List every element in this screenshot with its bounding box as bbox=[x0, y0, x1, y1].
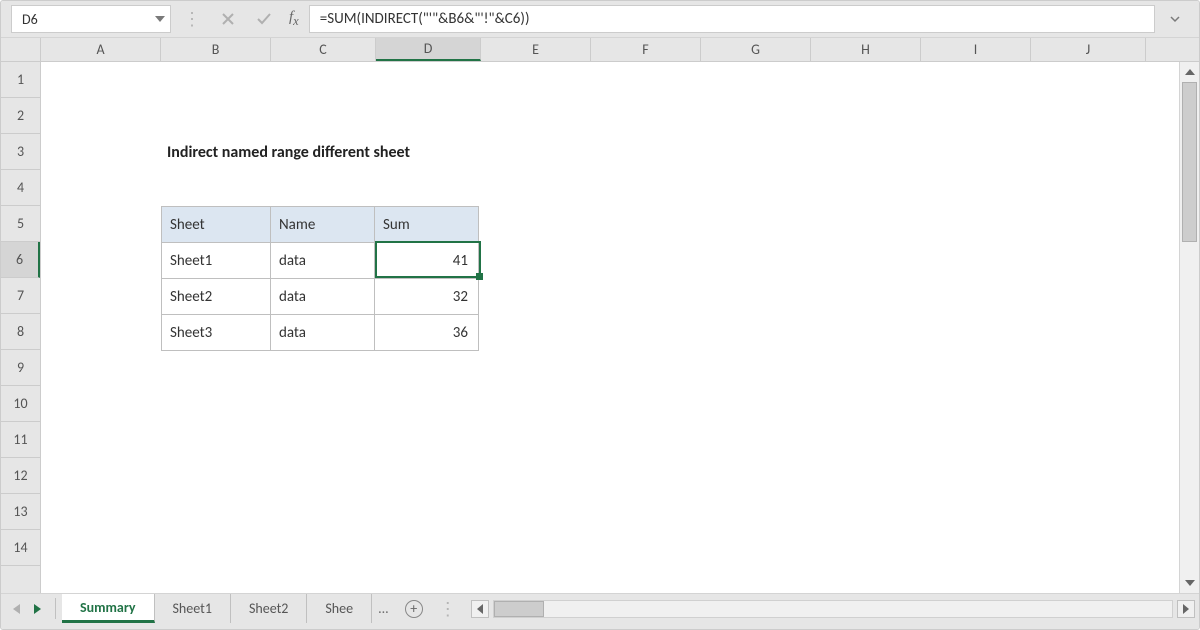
separator: ⋮ bbox=[433, 598, 463, 620]
column-headers: ABCDEFGHIJ bbox=[1, 38, 1199, 62]
column-header[interactable]: F bbox=[591, 38, 701, 61]
chevron-down-icon[interactable] bbox=[155, 16, 165, 22]
separator: ⋮ bbox=[177, 8, 207, 30]
row-header[interactable]: 3 bbox=[1, 134, 40, 170]
column-header[interactable]: D bbox=[376, 38, 481, 61]
hscroll-track[interactable] bbox=[493, 600, 1173, 618]
vertical-scrollbar[interactable] bbox=[1179, 62, 1199, 593]
sheet-tab[interactable]: Shee bbox=[307, 594, 372, 623]
expand-formula-bar-button[interactable] bbox=[1161, 13, 1189, 25]
scroll-left-button[interactable] bbox=[471, 600, 489, 618]
row-header[interactable]: 10 bbox=[1, 386, 40, 422]
table-cell[interactable]: 36 bbox=[375, 315, 479, 351]
scroll-down-button[interactable] bbox=[1180, 573, 1199, 593]
tab-nav-next-icon[interactable] bbox=[34, 604, 41, 614]
name-box[interactable]: D6 bbox=[11, 5, 171, 33]
scroll-up-button[interactable] bbox=[1180, 62, 1199, 82]
row-header[interactable]: 4 bbox=[1, 170, 40, 206]
row-header[interactable]: 1 bbox=[1, 62, 40, 98]
table-header-row: SheetNameSum bbox=[162, 207, 479, 243]
row-header[interactable]: 9 bbox=[1, 350, 40, 386]
new-sheet-button[interactable]: + bbox=[395, 594, 433, 623]
table-cell[interactable]: 41 bbox=[375, 243, 479, 279]
more-tabs-button[interactable]: ... bbox=[372, 594, 395, 623]
name-box-value: D6 bbox=[22, 11, 38, 28]
row-header[interactable]: 11 bbox=[1, 422, 40, 458]
table-cell[interactable]: Sheet2 bbox=[162, 279, 271, 315]
status-strip bbox=[1, 623, 1199, 629]
row-header[interactable]: 13 bbox=[1, 494, 40, 530]
sheet-tabs-row: SummarySheet1Sheet2Shee ... + ⋮ bbox=[1, 593, 1199, 623]
table-cell[interactable]: Sheet3 bbox=[162, 315, 271, 351]
row-header[interactable]: 5 bbox=[1, 206, 40, 242]
column-header[interactable]: J bbox=[1031, 38, 1146, 61]
row-header[interactable]: 7 bbox=[1, 278, 40, 314]
row-headers: 1234567891011121314 bbox=[1, 62, 41, 593]
table-row: Sheet2data32 bbox=[162, 279, 479, 315]
scroll-right-button[interactable] bbox=[1177, 600, 1195, 618]
hscroll-thumb[interactable] bbox=[494, 601, 544, 617]
table-header-cell[interactable]: Name bbox=[271, 207, 375, 243]
data-table: SheetNameSumSheet1data41Sheet2data32Shee… bbox=[161, 206, 479, 351]
table-row: Sheet1data41 bbox=[162, 243, 479, 279]
select-all-corner[interactable] bbox=[1, 38, 41, 61]
row-header[interactable]: 6 bbox=[1, 242, 40, 278]
table-cell[interactable]: Sheet1 bbox=[162, 243, 271, 279]
formula-text: =SUM(INDIRECT("'"&B6&"'!"&C6)) bbox=[320, 10, 530, 28]
separator bbox=[55, 598, 56, 619]
excel-window: D6 ⋮ fx =SUM(INDIRECT("'"&B6&"'!"&C6)) A… bbox=[0, 0, 1200, 630]
confirm-formula-button[interactable] bbox=[249, 5, 279, 33]
column-header[interactable]: B bbox=[161, 38, 271, 61]
plus-icon: + bbox=[405, 600, 423, 618]
sheet-tab[interactable]: Sheet1 bbox=[155, 594, 231, 623]
formula-bar: D6 ⋮ fx =SUM(INDIRECT("'"&B6&"'!"&C6)) bbox=[1, 1, 1199, 37]
tab-nav-prev-icon[interactable] bbox=[13, 604, 20, 614]
row-header[interactable]: 2 bbox=[1, 98, 40, 134]
table-cell[interactable]: data bbox=[271, 243, 375, 279]
row-header[interactable]: 12 bbox=[1, 458, 40, 494]
column-header[interactable]: H bbox=[811, 38, 921, 61]
fx-icon[interactable]: fx bbox=[285, 9, 303, 29]
column-header[interactable]: A bbox=[41, 38, 161, 61]
table-row: Sheet3data36 bbox=[162, 315, 479, 351]
page-title: Indirect named range different sheet bbox=[161, 134, 661, 170]
vscroll-thumb[interactable] bbox=[1182, 82, 1197, 242]
sheet-tab[interactable]: Sheet2 bbox=[231, 594, 307, 623]
row-header[interactable]: 14 bbox=[1, 530, 40, 566]
sheet-tab[interactable]: Summary bbox=[62, 594, 155, 623]
column-header[interactable]: C bbox=[271, 38, 376, 61]
cancel-formula-button[interactable] bbox=[213, 5, 243, 33]
formula-input[interactable]: =SUM(INDIRECT("'"&B6&"'!"&C6)) bbox=[309, 5, 1155, 33]
name-box-wrap: D6 bbox=[11, 5, 171, 33]
column-header[interactable]: I bbox=[921, 38, 1031, 61]
table-cell[interactable]: 32 bbox=[375, 279, 479, 315]
column-header[interactable]: G bbox=[701, 38, 811, 61]
table-header-cell[interactable]: Sheet bbox=[162, 207, 271, 243]
table-cell[interactable]: data bbox=[271, 315, 375, 351]
grid-body: 1234567891011121314 Indirect named range… bbox=[1, 62, 1199, 593]
tab-nav bbox=[5, 594, 49, 623]
table-header-cell[interactable]: Sum bbox=[375, 207, 479, 243]
cells-area[interactable]: Indirect named range different sheet Shee… bbox=[41, 62, 1199, 593]
column-header[interactable]: E bbox=[481, 38, 591, 61]
row-header[interactable]: 8 bbox=[1, 314, 40, 350]
grid-area: ABCDEFGHIJ 1234567891011121314 Indirect … bbox=[1, 37, 1199, 593]
table-cell[interactable]: data bbox=[271, 279, 375, 315]
horizontal-scrollbar[interactable] bbox=[471, 594, 1195, 623]
vscroll-track[interactable] bbox=[1180, 82, 1199, 573]
